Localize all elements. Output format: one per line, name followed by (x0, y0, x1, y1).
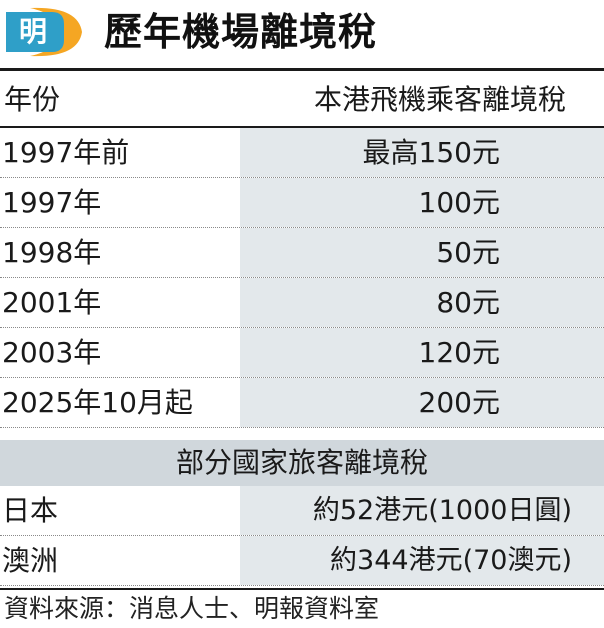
tax-cell: 80元 (240, 278, 604, 327)
source-note: 資料來源：消息人士、明報資料室 (4, 594, 380, 623)
column-header-tax: 本港飛機乘客離境稅 (313, 83, 566, 116)
year-cell: 1997年 (2, 186, 102, 219)
page-title: 歷年機場離境稅 (104, 10, 378, 54)
tax-cell: 100元 (240, 178, 604, 227)
table-row: 2003年 120元 (0, 328, 604, 378)
tax-cell: 最高150元 (240, 128, 604, 177)
header: 明 歷年機場離境稅 (0, 0, 604, 66)
country-cell: 澳洲 (2, 544, 59, 577)
year-cell: 1997年前 (2, 136, 130, 169)
hk-tax-table: 1997年前 最高150元 1997年 100元 1998年 50元 2001年… (0, 128, 604, 428)
tax-cell: 120元 (240, 328, 604, 377)
tax-cell: 200元 (240, 378, 604, 427)
table-row: 1997年前 最高150元 (0, 128, 604, 178)
table-row: 1998年 50元 (0, 228, 604, 278)
section-heading-foreign-tax: 部分國家旅客離境稅 (0, 440, 604, 486)
column-header-year: 年份 (4, 83, 61, 116)
year-cell: 2001年 (2, 286, 102, 319)
tax-cell: 50元 (240, 228, 604, 277)
table-row: 日本 約52港元(1000日圓) (0, 486, 604, 536)
table-row: 2025年10月起 200元 (0, 378, 604, 428)
bottom-rule (0, 588, 604, 590)
table-row: 2001年 80元 (0, 278, 604, 328)
tax-cell: 約52港元(1000日圓) (240, 486, 604, 535)
foreign-tax-table: 日本 約52港元(1000日圓) 澳洲 約344港元(70澳元) (0, 486, 604, 586)
logo-character: 明 (19, 15, 47, 48)
table-row: 澳洲 約344港元(70澳元) (0, 536, 604, 586)
year-cell: 2025年10月起 (2, 386, 193, 419)
country-cell: 日本 (2, 494, 59, 527)
top-rule (0, 68, 604, 71)
column-header: 年份 本港飛機乘客離境稅 (0, 74, 604, 126)
header-rule (0, 126, 604, 128)
tax-cell: 約344港元(70澳元) (240, 536, 604, 585)
year-cell: 1998年 (2, 236, 102, 269)
mingpao-logo-icon: 明 (6, 7, 82, 57)
year-cell: 2003年 (2, 336, 102, 369)
table-row: 1997年 100元 (0, 178, 604, 228)
